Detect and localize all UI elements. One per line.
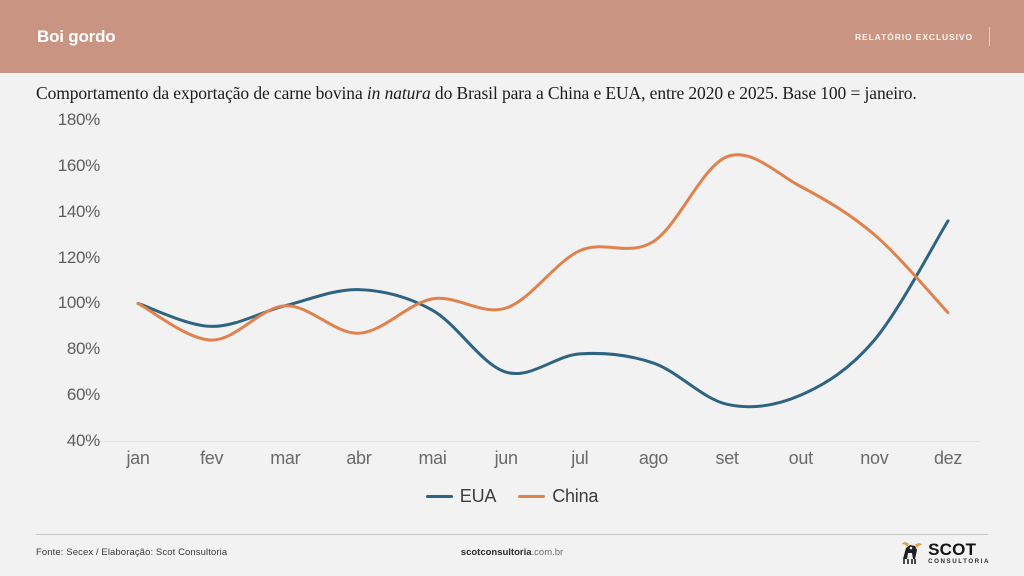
logo-title: SCOT [928, 539, 977, 559]
plot-area [100, 108, 1000, 453]
brand-title: Boi gordo [37, 27, 116, 46]
series-line-china [136, 153, 950, 342]
website-bold: scotconsultoria [460, 547, 532, 558]
y-axis-tick-label: 80% [66, 339, 100, 359]
chart-description: Comportamento da exportação de carne bov… [36, 83, 917, 104]
logo-subtitle: CONSULTORIA [928, 557, 990, 565]
x-axis-tick-label: set [715, 448, 739, 468]
x-axis: jan fev mar abr mai jun jul ago set out nov dez [100, 448, 1000, 482]
y-axis-tick-label: 120% [57, 247, 101, 267]
description-emphasis: in natura [366, 83, 431, 103]
x-axis-tick-label: out [788, 448, 813, 468]
legend-swatch-eua [425, 495, 453, 498]
y-axis-tick-label: 60% [66, 385, 100, 405]
logo-wordmark: SCOT CONSULTORIA [928, 541, 990, 565]
y-axis-tick-label: 140% [57, 201, 101, 221]
y-axis-tick-label: 160% [57, 155, 101, 175]
legend-label-china: China [552, 486, 599, 506]
header-right-group: RELATÓRIO EXCLUSIVO [855, 27, 990, 46]
page-footer: Fonte: Secex / Elaboração: Scot Consulto… [0, 541, 1024, 576]
header-divider [989, 27, 990, 46]
x-axis-tick-label: jan [126, 448, 150, 468]
legend-item-eua[interactable]: EUA [425, 486, 497, 507]
y-axis-tick-label: 40% [66, 431, 100, 450]
website-rest: .com.br [531, 547, 564, 558]
legend-swatch-china [518, 495, 546, 498]
footer-divider [36, 534, 988, 535]
y-axis-tick-label: 180% [57, 110, 101, 129]
bull-icon [899, 539, 925, 567]
chart-container: 180% 160% 140% 120% 100% 80% 60% 40% jan fev mar a… [0, 108, 1024, 506]
chart-legend: EUA China [0, 486, 1024, 507]
line-chart-svg [136, 153, 950, 409]
x-axis-tick-label: mai [418, 448, 447, 468]
x-axis-tick-label: jul [571, 448, 589, 468]
source-note: Fonte: Secex / Elaboração: Scot Consulto… [36, 547, 228, 558]
x-axis-tick-label: nov [860, 448, 889, 468]
y-axis: 180% 160% 140% 120% 100% 80% 60% 40% [0, 108, 101, 453]
series-line-eua [136, 219, 950, 409]
page-header: Boi gordo RELATÓRIO EXCLUSIVO [0, 0, 1024, 73]
exclusive-badge: RELATÓRIO EXCLUSIVO [854, 31, 973, 42]
legend-item-china[interactable]: China [518, 486, 598, 507]
website-link[interactable]: scotconsultoria.com.br [0, 547, 1024, 558]
x-axis-tick-label: fev [200, 448, 224, 468]
legend-label-eua: EUA [459, 486, 497, 506]
y-axis-tick-label: 100% [57, 293, 101, 313]
x-axis-tick-label: abr [346, 448, 372, 468]
x-axis-tick-label: mar [270, 448, 301, 468]
x-axis-tick-label: dez [933, 448, 963, 468]
x-axis-tick-label: jun [494, 448, 518, 468]
description-part-2: do Brasil para a China e EUA, entre 2020… [430, 83, 917, 103]
x-axis-line [100, 441, 980, 442]
scot-logo: SCOT CONSULTORIA [899, 539, 990, 567]
x-axis-tick-label: ago [638, 448, 669, 468]
description-part-1: Comportamento da exportação de carne bov… [36, 83, 367, 103]
